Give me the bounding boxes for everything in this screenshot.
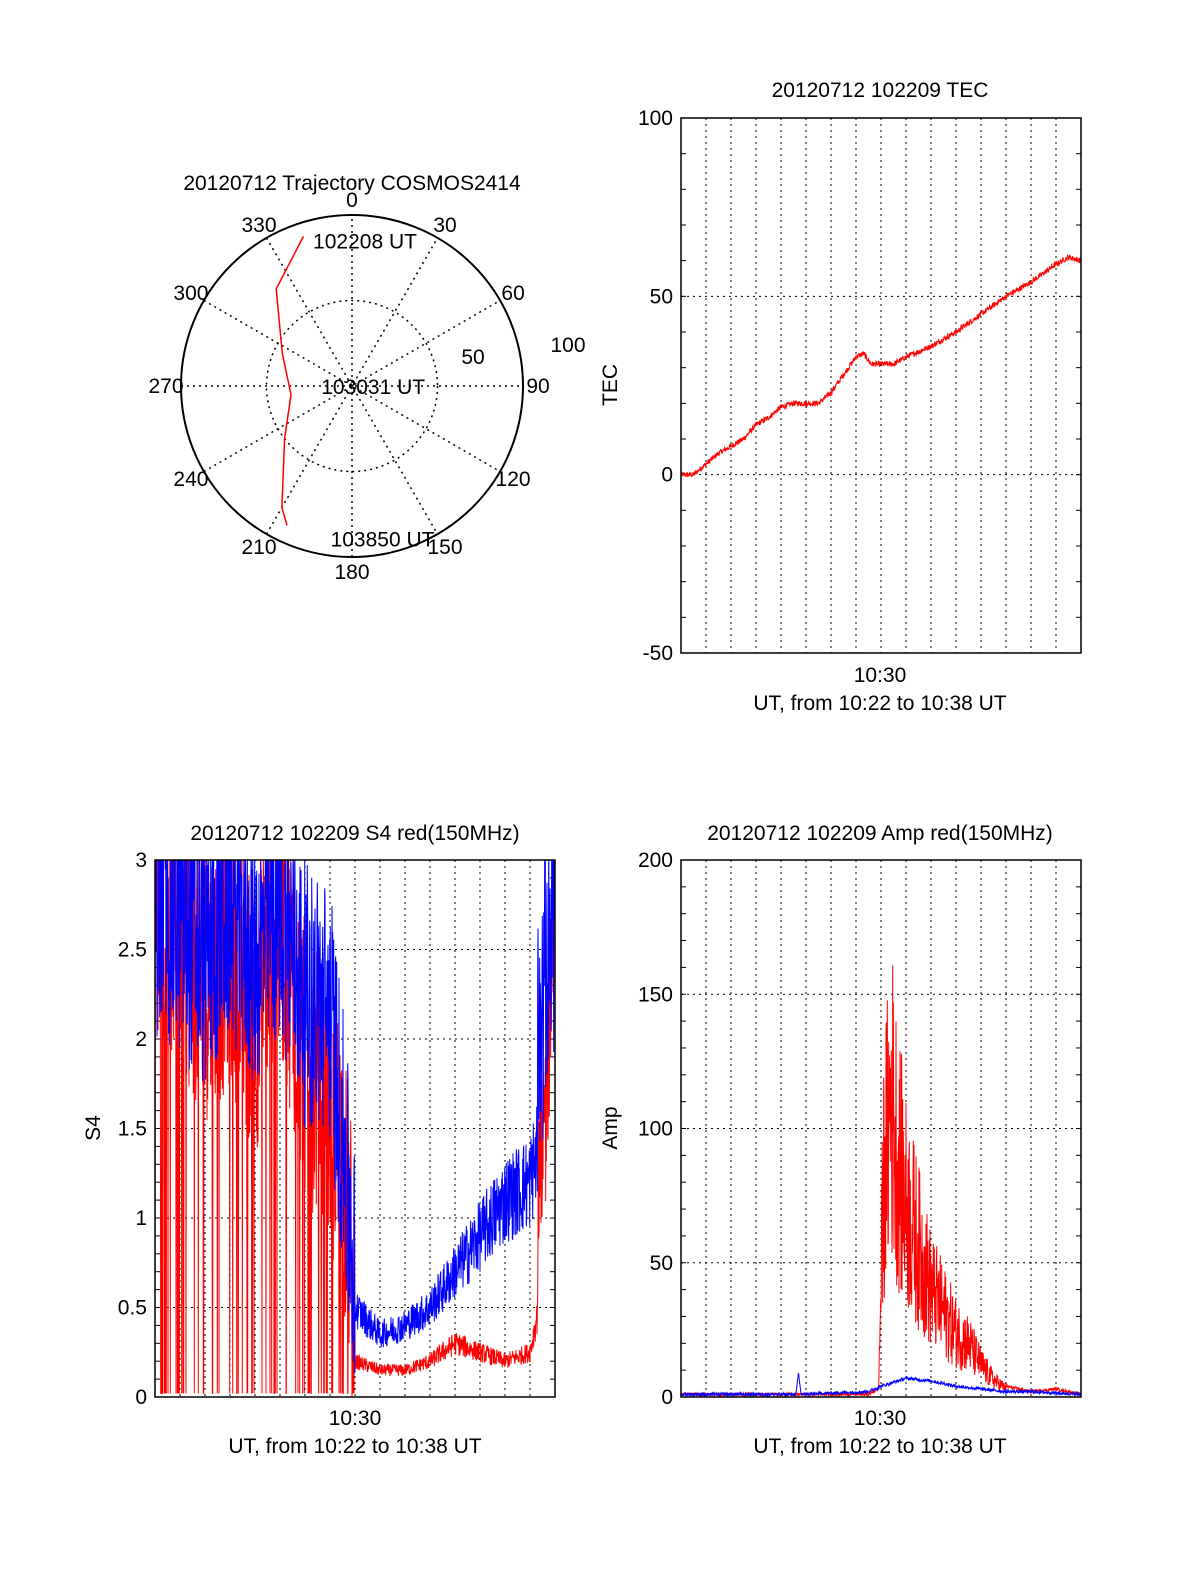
amp-title: 20120712 102209 Amp red(150MHz) <box>707 822 1053 845</box>
polar-angle-label: 120 <box>496 468 531 491</box>
series-line <box>681 1372 1081 1397</box>
y-tick-label: 3 <box>135 849 147 872</box>
trajectory-polar-panel: 20120712 Trajectory COSMOS2414 0 30 60 90 12… <box>148 172 585 584</box>
series-line <box>155 860 555 1374</box>
tec-xlabel: UT, from 10:22 to 10:38 UT <box>753 692 1006 715</box>
s4-ylabel: S4 <box>82 1115 105 1141</box>
polar-angle-label: 150 <box>427 536 462 559</box>
amp-xtick-label: 10:30 <box>854 1407 907 1430</box>
amp-ylabel: Amp <box>599 1106 622 1149</box>
polar-angle-label: 240 <box>173 468 208 491</box>
y-tick-label: 0 <box>135 1386 147 1409</box>
trajectory-line-group <box>275 236 305 526</box>
y-tick-label: 2 <box>135 1028 147 1051</box>
y-tick-label: 0 <box>661 464 673 487</box>
series-line <box>681 254 1081 478</box>
polar-inner-circle <box>265 299 439 473</box>
trajectory-title: 20120712 Trajectory COSMOS2414 <box>183 172 521 195</box>
y-tick-label: 50 <box>650 285 673 308</box>
y-tick-label: 2.5 <box>118 939 147 962</box>
polar-angle-label: 270 <box>148 375 183 398</box>
y-tick-label: 0 <box>661 1386 673 1409</box>
polar-radial-labels: 50 100 <box>461 334 585 369</box>
y-tick-label: 0.5 <box>118 1297 147 1320</box>
polar-angle-label: 60 <box>501 282 524 305</box>
amp-xlabel: UT, from 10:22 to 10:38 UT <box>753 1435 1006 1458</box>
polar-angle-label: 90 <box>526 375 549 398</box>
tec-xtick-label: 10:30 <box>854 664 907 687</box>
plot-frame <box>154 859 556 1398</box>
s4-title: 20120712 102209 S4 red(150MHz) <box>190 822 519 845</box>
tec-ylabel: TEC <box>599 364 622 406</box>
amp-panel: 20120712 102209 Amp red(150MHz) Amp 10:3… <box>599 822 1082 1458</box>
trajectory-annotations: 102208 UT 103031 UT 103850 UT <box>313 231 435 552</box>
trajectory-time-label: 103850 UT <box>331 528 435 551</box>
trajectory-time-label: 102208 UT <box>313 231 417 254</box>
y-tick-label: 50 <box>650 1252 673 1275</box>
s4-xtick-label: 10:30 <box>329 1407 382 1430</box>
polar-angle-label: 300 <box>173 282 208 305</box>
polar-angle-label: 0 <box>346 189 358 212</box>
s4-panel: 20120712 102209 S4 red(150MHz) S4 10:30 … <box>82 822 556 1458</box>
y-tick-label: -50 <box>643 642 673 665</box>
s4-xlabel: UT, from 10:22 to 10:38 UT <box>228 1435 481 1458</box>
y-tick-label: 200 <box>638 849 673 872</box>
tec-title: 20120712 102209 TEC <box>772 79 989 102</box>
polar-angle-label: 180 <box>334 561 369 584</box>
plot-frame <box>680 859 1082 1398</box>
polar-angle-label: 30 <box>433 214 456 237</box>
series-line <box>681 965 1081 1397</box>
polar-angle-label: 210 <box>241 536 276 559</box>
y-tick-label: 100 <box>638 1118 673 1141</box>
trajectory-time-label: 103031 UT <box>321 376 425 399</box>
y-tick-label: 150 <box>638 983 673 1006</box>
y-tick-label: 100 <box>638 107 673 130</box>
polar-radial-label: 50 <box>461 346 484 369</box>
tec-panel: 20120712 102209 TEC TEC 10:30 UT, from 1… <box>599 79 1082 715</box>
polar-radial-label: 100 <box>550 334 585 357</box>
y-tick-label: 1 <box>135 1207 147 1230</box>
polar-angle-labels: 0 30 60 90 120 150 180 210 240 270 300 330 <box>148 189 549 584</box>
plot-frame <box>680 117 1082 654</box>
polar-angle-label: 330 <box>241 214 276 237</box>
trajectory-line <box>275 236 305 526</box>
y-tick-label: 1.5 <box>118 1118 147 1141</box>
